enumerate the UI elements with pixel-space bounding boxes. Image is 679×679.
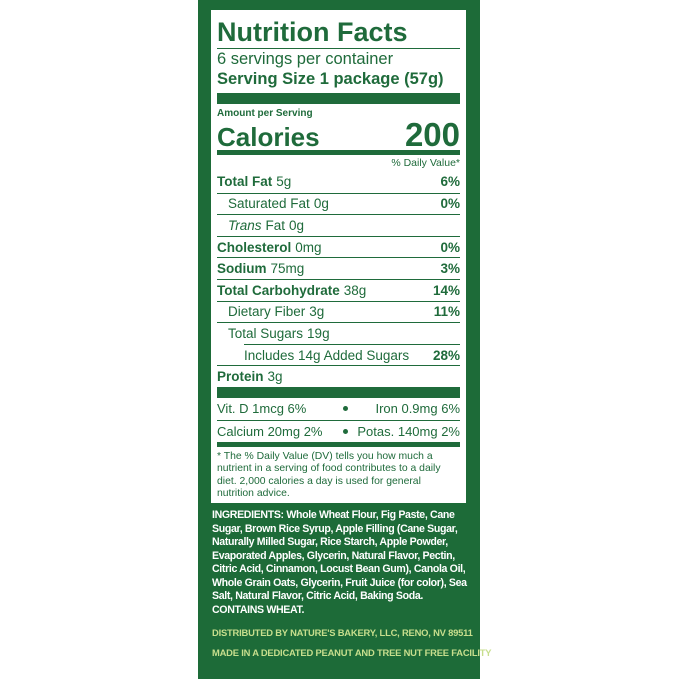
nutrient-name-rest: Fat (265, 217, 286, 233)
nutrient-name: Protein (217, 369, 264, 385)
nutrient-row: Protein 3g (217, 365, 460, 387)
nutrient-name: Total Sugars (228, 325, 304, 341)
nutrient-left: Cholesterol 0mg (217, 240, 322, 255)
ingredients-text: Whole Wheat Flour, Fig Paste, Cane Sugar… (212, 509, 467, 602)
nutrient-name: Saturated Fat (228, 196, 310, 212)
nutrient-left: Dietary Fiber 3g (228, 304, 324, 319)
nutrient-name: Includes 14g Added Sugars (244, 347, 410, 363)
nutrient-dv: 0% (440, 239, 460, 255)
nutrient-left: Total Fat 5g (217, 174, 291, 189)
calories-row: Calories 200 (217, 116, 460, 153)
nutrient-amount: 3g (309, 304, 325, 320)
calories-label: Calories (217, 122, 320, 152)
nutrient-row: Saturated Fat 0g 0% (217, 192, 460, 215)
nutrient-row: Total Carbohydrate 38g 14% (217, 278, 460, 301)
nutrient-name: Cholesterol (217, 239, 292, 255)
nutrient-amount: 0g (313, 196, 329, 212)
nutrient-name: Total Carbohydrate (217, 282, 340, 298)
vitamin-row: Calcium 20mg 2% Potas. 140mg 2% (217, 419, 460, 442)
bullet (343, 428, 348, 434)
nutrient-amount: 19g (307, 325, 330, 341)
nutrient-row: Total Sugars 19g (217, 322, 460, 344)
nutrient-name: Dietary Fiber (228, 304, 306, 320)
thick-rule (217, 386, 460, 398)
facility: MADE IN A DEDICATED PEANUT AND TREE NUT … (212, 647, 492, 658)
nutrient-rows: Total Fat 5g 6% Saturated Fat 0g 0% Trans Fat 0g… (217, 171, 460, 387)
nutrient-dv: 14% (432, 282, 460, 298)
nutrient-row: Sodium 75mg 3% (217, 257, 460, 279)
vitamin: Vit. D 1mcg 6% (217, 401, 307, 417)
nutrient-dv: 6% (440, 174, 460, 190)
nutrient-row: Trans Fat 0g (217, 214, 460, 236)
nutrient-row: Cholesterol 0mg 0% (217, 235, 460, 258)
dv-header: % Daily Value* (391, 157, 460, 169)
label-panel: Nutrition Facts 6 servings per container… (198, 0, 492, 679)
nutrient-amount: 75mg (270, 261, 305, 277)
servings: 6 servings per container (217, 50, 394, 68)
title: Nutrition Facts (217, 16, 460, 49)
nutrient-dv: 11% (433, 304, 460, 320)
nutrient-left: Total Carbohydrate 38g (217, 283, 366, 298)
nutrient-left: Includes 14g Added Sugars (244, 348, 409, 363)
vitamin: Iron 0.9mg 6% (375, 401, 460, 417)
nutrition-facts: Nutrition Facts 6 servings per container… (211, 10, 466, 503)
medium-rule (217, 441, 460, 447)
nutrient-left: Trans Fat 0g (228, 218, 304, 233)
nutrient-name: Sodium (217, 261, 267, 277)
vitamin: Calcium 20mg 2% (217, 423, 323, 439)
bullet (343, 406, 348, 412)
nutrient-row: Total Fat 5g 6% (217, 171, 460, 193)
nutrient-dv: 0% (440, 196, 460, 212)
nutrient-amount: 38g (343, 282, 367, 298)
nutrient-amount: 5g (276, 174, 292, 190)
nutrient-dv: 28% (432, 347, 460, 363)
distributed: DISTRIBUTED BY NATURE'S BAKERY, LLC, REN… (212, 627, 473, 638)
vitamin-rows: Vit. D 1mcg 6% Iron 0.9mg 6% Calcium 20mg … (217, 398, 460, 442)
ingredients-label: INGREDIENTS: (212, 509, 284, 521)
nutrient-amount: 0mg (295, 239, 322, 255)
serving-size: Serving Size 1 package (57g) (217, 70, 444, 88)
vitamin: Potas. 140mg 2% (357, 423, 460, 439)
thick-rule (217, 93, 460, 104)
nutrient-dv: 3% (440, 261, 460, 277)
nutrient-amount: 0g (289, 217, 305, 233)
nutrient-left: Total Sugars 19g (228, 326, 330, 341)
nutrient-left: Protein 3g (217, 369, 283, 384)
nutrient-row: Dietary Fiber 3g 11% (217, 300, 460, 323)
allergen: CONTAINS WHEAT. (212, 603, 305, 616)
nutrient-left: Sodium 75mg (217, 261, 304, 276)
amount-per-serving: Amount per Serving (217, 108, 313, 119)
medium-rule (217, 150, 460, 155)
calories-value: 200 (404, 116, 460, 153)
nutrient-amount: 3g (267, 369, 283, 385)
ingredients: INGREDIENTS: Whole Wheat Flour, Fig Past… (212, 509, 470, 617)
nutrient-row: Includes 14g Added Sugars 28% (244, 343, 460, 366)
nutrient-name: Total Fat (217, 174, 273, 190)
nutrient-left: Saturated Fat 0g (228, 196, 329, 211)
footnote: * The % Daily Value (DV) tells you how m… (217, 450, 441, 500)
nutrient-name: Trans (228, 217, 262, 233)
vitamin-row: Vit. D 1mcg 6% Iron 0.9mg 6% (217, 398, 460, 420)
